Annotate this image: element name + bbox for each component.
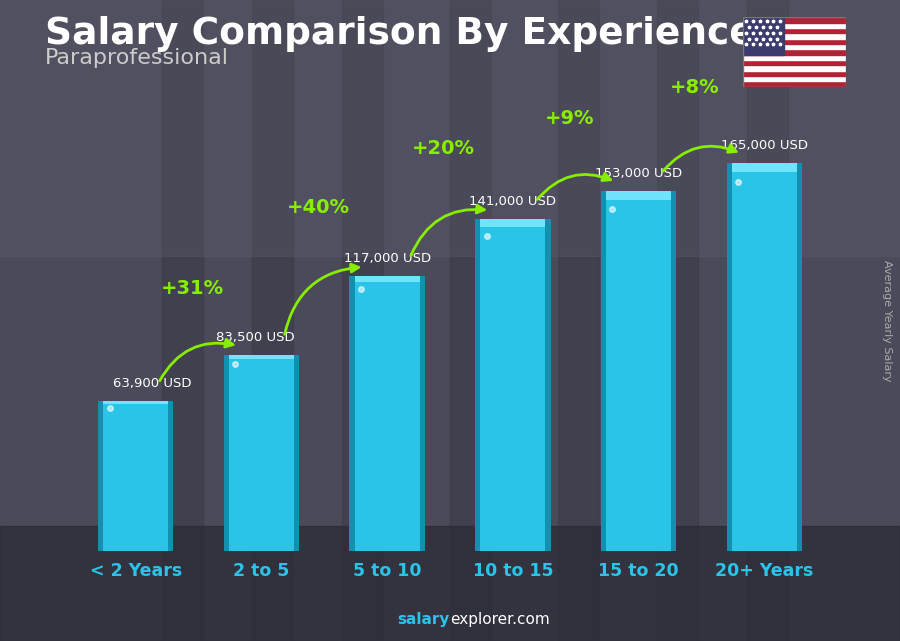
Text: +31%: +31% xyxy=(161,279,224,298)
Bar xyxy=(162,0,202,641)
Text: explorer.com: explorer.com xyxy=(450,612,550,627)
Bar xyxy=(558,0,598,641)
Bar xyxy=(742,28,846,33)
Bar xyxy=(419,276,425,551)
Bar xyxy=(742,49,846,54)
Bar xyxy=(355,276,419,283)
Text: 141,000 USD: 141,000 USD xyxy=(470,195,556,208)
Text: 165,000 USD: 165,000 USD xyxy=(721,138,808,152)
Bar xyxy=(349,276,355,551)
Bar xyxy=(606,191,671,551)
Bar xyxy=(726,163,732,551)
Bar xyxy=(742,22,846,28)
Bar xyxy=(481,219,545,228)
Text: Paraprofessional: Paraprofessional xyxy=(45,48,229,68)
Bar xyxy=(229,354,294,360)
Bar xyxy=(796,163,802,551)
Bar xyxy=(742,81,846,87)
Bar xyxy=(545,219,551,551)
Bar xyxy=(252,0,292,641)
Text: +40%: +40% xyxy=(286,198,349,217)
Bar xyxy=(747,0,788,641)
Text: salary: salary xyxy=(398,612,450,627)
Bar xyxy=(742,65,846,71)
Bar xyxy=(742,44,846,49)
Text: Average Yearly Salary: Average Yearly Salary xyxy=(881,260,892,381)
Text: 63,900 USD: 63,900 USD xyxy=(113,377,192,390)
Bar xyxy=(606,191,671,200)
Bar xyxy=(475,219,481,551)
Text: 153,000 USD: 153,000 USD xyxy=(595,167,682,180)
Text: +9%: +9% xyxy=(544,108,594,128)
Bar xyxy=(742,38,846,44)
Bar xyxy=(0,0,900,256)
Bar xyxy=(0,526,900,641)
Bar xyxy=(98,401,104,551)
Bar xyxy=(742,17,846,22)
Text: +8%: +8% xyxy=(670,78,720,97)
Bar xyxy=(742,33,846,38)
Bar xyxy=(355,276,419,551)
Text: 117,000 USD: 117,000 USD xyxy=(344,252,431,265)
Bar xyxy=(601,191,606,551)
Text: 83,500 USD: 83,500 USD xyxy=(216,331,294,344)
Bar xyxy=(168,401,174,551)
Bar xyxy=(732,163,796,551)
Bar xyxy=(732,163,796,172)
Bar xyxy=(657,0,698,641)
Bar xyxy=(104,401,168,551)
Bar xyxy=(229,354,294,551)
Bar xyxy=(294,354,299,551)
Bar xyxy=(450,0,491,641)
Bar xyxy=(742,76,846,81)
Bar xyxy=(742,71,846,76)
Bar xyxy=(481,219,545,551)
Bar xyxy=(742,60,846,65)
Text: +20%: +20% xyxy=(412,139,475,158)
Bar xyxy=(104,401,168,404)
Bar xyxy=(342,0,382,641)
Text: Salary Comparison By Experience: Salary Comparison By Experience xyxy=(45,16,755,52)
Bar xyxy=(671,191,676,551)
Bar xyxy=(742,17,784,54)
Bar xyxy=(224,354,229,551)
Bar xyxy=(742,54,846,60)
